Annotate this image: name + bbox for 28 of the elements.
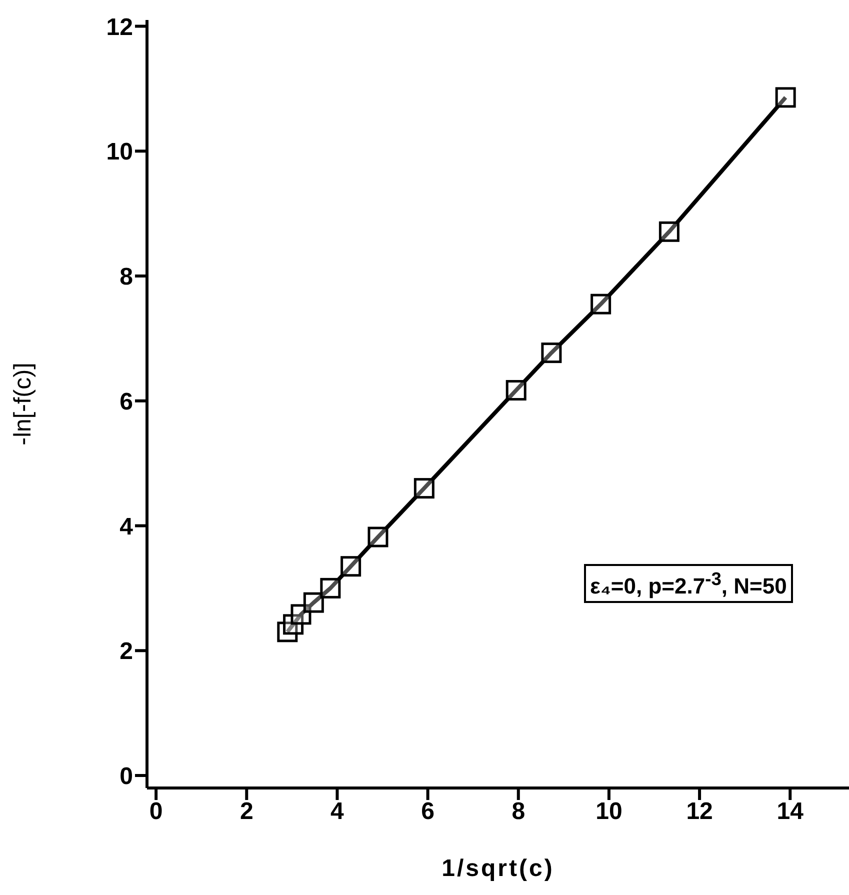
y-tick-label: 4 [120,513,134,540]
x-tick-label: 12 [686,798,713,826]
x-tick-label: 8 [512,798,526,826]
y-tick-label: 6 [120,388,133,416]
x-tick-label: 6 [421,798,434,826]
point [590,294,612,314]
y-tick-label: 0 [120,763,133,790]
point [506,380,526,401]
point [368,526,388,548]
x-tick-label: 14 [776,798,804,826]
y-axis-title: -ln[-f(c)] [10,362,37,446]
point [541,342,562,364]
annotation: ε₄=0, p=2.7$^{-3}$, N=50 [584,564,793,604]
y-tick-label: 12 [106,14,133,41]
point [775,87,796,108]
point [320,578,341,598]
y-tick-label: 10 [106,138,133,166]
x-tick-label: 0 [149,798,163,826]
x-tick-label: 10 [596,798,622,826]
point [658,221,680,242]
point [414,478,434,499]
x-tick-label: 4 [330,798,345,826]
y-tick-label: 8 [120,264,133,291]
x-axis-title: 1/sqrt(c) [442,855,554,882]
point [303,592,324,613]
y-tick-label: 2 [120,638,133,666]
x-tick-label: 2 [240,798,254,826]
point [340,556,362,577]
